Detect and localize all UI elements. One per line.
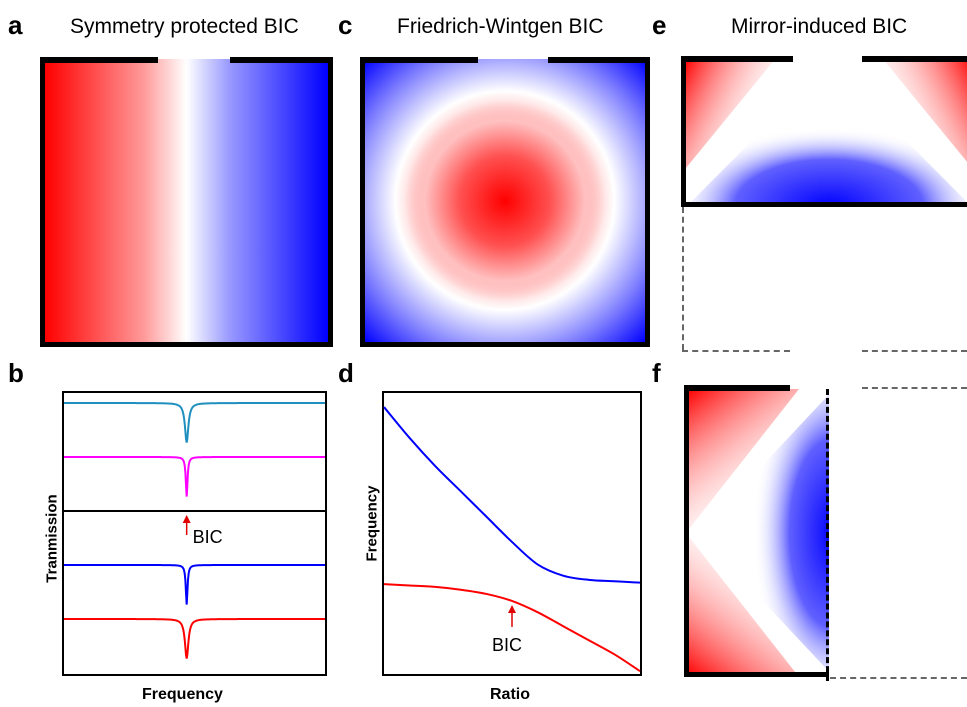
x-axis-label-b: Frequency bbox=[142, 686, 223, 703]
bic-annotation: BIC bbox=[193, 527, 223, 547]
cavity-top-wall-right bbox=[230, 57, 333, 63]
field-map-e bbox=[681, 58, 967, 207]
panel-title-c: Friedrich-Wintgen BIC bbox=[397, 15, 604, 38]
cavity-top-wall-right bbox=[548, 57, 650, 63]
mirror-image-outline-bottom-left bbox=[682, 350, 790, 352]
series-line bbox=[64, 564, 325, 605]
mirror-image-outline-bottom-right bbox=[862, 350, 967, 352]
field-map-f bbox=[684, 389, 829, 677]
series-line bbox=[64, 618, 325, 659]
mirror-image-outline-bottom bbox=[830, 677, 967, 679]
series-line bbox=[64, 402, 325, 443]
panel-letter-a: a bbox=[8, 10, 23, 40]
mirror-image-outline-left bbox=[682, 207, 684, 350]
y-axis-label-b: Tranmission bbox=[43, 494, 61, 583]
bic-arrow-head bbox=[182, 515, 191, 523]
cavity-top-wall-left bbox=[681, 56, 793, 62]
panel-title-a: Symmetry protected BIC bbox=[70, 15, 299, 38]
cavity-top-wall-left bbox=[40, 57, 158, 63]
chart-avoided-crossing: BIC bbox=[382, 391, 642, 676]
bic-annotation: BIC bbox=[492, 635, 522, 655]
panel-letter-e: e bbox=[652, 10, 667, 40]
plot-frame bbox=[382, 391, 642, 676]
panel-letter-b: b bbox=[8, 358, 24, 388]
mirror-wall-dashed bbox=[826, 389, 829, 681]
series-line bbox=[383, 406, 641, 584]
plot-frame bbox=[62, 391, 327, 676]
bic-arrow-head bbox=[508, 604, 516, 613]
cavity-top-wall-left bbox=[360, 57, 478, 63]
x-axis-label-d: Ratio bbox=[490, 686, 530, 703]
cavity-top-wall-right bbox=[862, 56, 967, 62]
cavity-top-wall bbox=[684, 385, 790, 391]
panel-letter-d: d bbox=[338, 358, 354, 388]
series-line bbox=[64, 456, 325, 497]
field-map-c bbox=[360, 59, 650, 347]
panel-letter-f: f bbox=[652, 358, 661, 388]
panel-title-e: Mirror-induced BIC bbox=[731, 15, 908, 38]
y-axis-label-d: Frequency bbox=[363, 485, 381, 562]
mirror-image-outline-top bbox=[862, 387, 967, 389]
series-line bbox=[383, 583, 641, 673]
chart-transmission: BIC bbox=[62, 391, 327, 676]
field-map-a bbox=[40, 59, 333, 347]
panel-letter-c: c bbox=[338, 10, 353, 40]
